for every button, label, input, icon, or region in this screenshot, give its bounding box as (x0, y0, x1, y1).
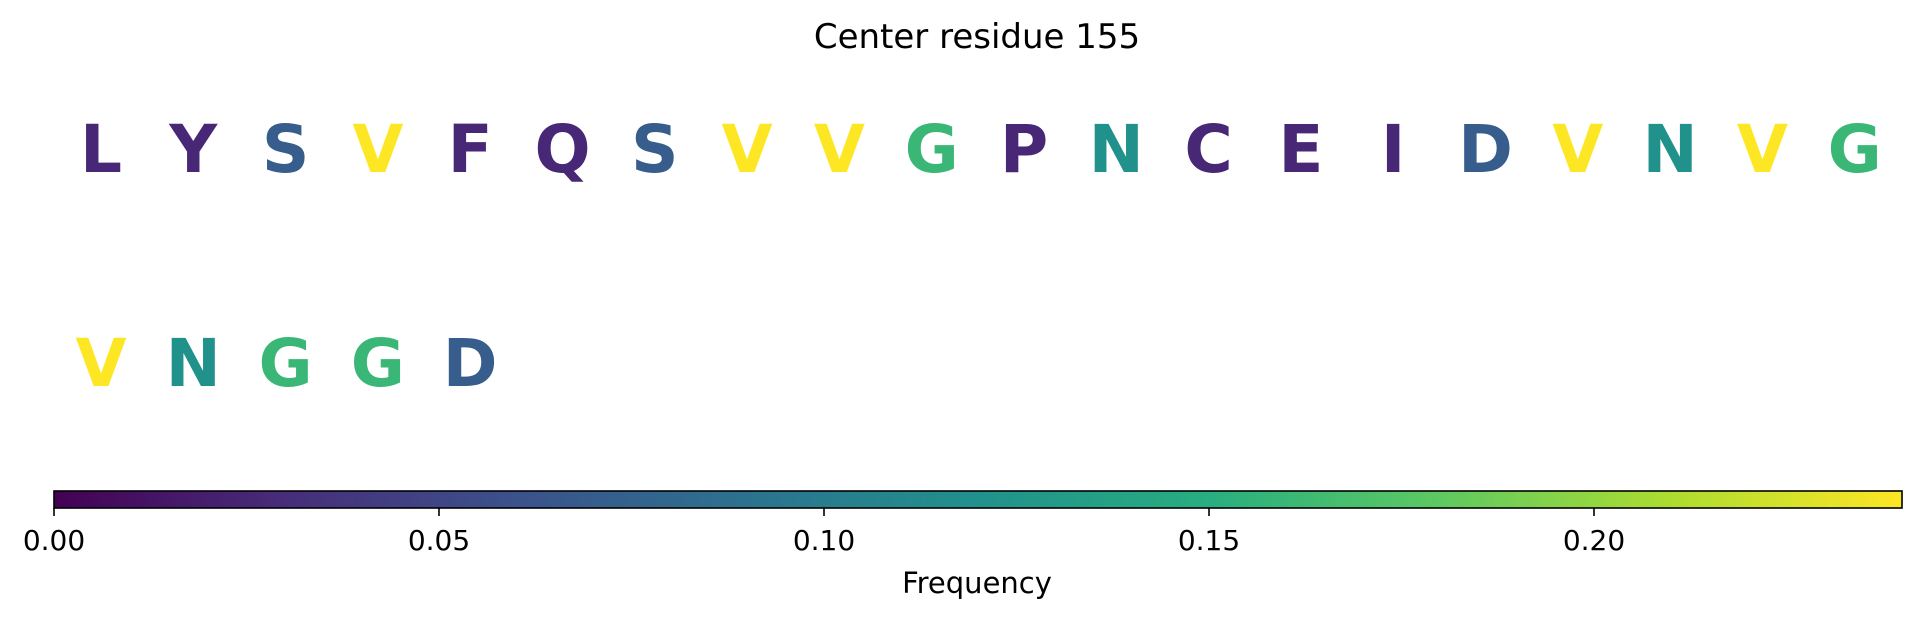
colorbar-ticks: 0.00 0.05 0.10 0.15 0.20 (23, 508, 1625, 557)
residue-letter: S (631, 111, 679, 188)
residue-letter: G (351, 325, 405, 402)
residue-letter: V (1737, 111, 1788, 188)
residue-sequence: L Y S V F Q S V V G P N C E I D V N V GV N G G D (75, 111, 1881, 402)
residue-letter: V (814, 111, 865, 188)
residue-letter: V (1552, 111, 1603, 188)
residue-letter: S (262, 111, 310, 188)
residue-letter: G (259, 325, 313, 402)
colorbar-tick-label: 0.05 (408, 524, 470, 557)
colorbar-label: Frequency (902, 566, 1052, 600)
residue-letter: E (1278, 111, 1323, 188)
colorbar-gradient (54, 491, 1902, 508)
residue-letter: D (443, 325, 498, 402)
colorbar-tick-label: 0.15 (1178, 524, 1240, 557)
colorbar: 0.00 0.05 0.10 0.15 0.20 Frequency (23, 490, 1903, 600)
residue-letter: Y (168, 111, 218, 188)
residue-letter: I (1381, 111, 1406, 188)
residue-letter: V (352, 111, 403, 188)
residue-letter: G (1828, 111, 1882, 188)
residue-letter: V (75, 325, 126, 402)
colorbar-frame (53, 490, 1903, 509)
residue-letter: D (1458, 111, 1513, 188)
residue-letter: V (722, 111, 773, 188)
residue-letter: C (1184, 111, 1232, 188)
residue-letter: G (905, 111, 959, 188)
colorbar-tick-label: 0.10 (793, 524, 855, 557)
chart-title: Center residue 155 (814, 17, 1140, 57)
residue-letter: F (448, 111, 493, 188)
residue-letter: N (1642, 111, 1697, 188)
residue-letter: N (166, 325, 221, 402)
residue-letter: L (80, 111, 122, 188)
colorbar-tick-label: 0.00 (23, 524, 85, 557)
colorbar-tick-label: 0.20 (1563, 524, 1625, 557)
residue-letter: N (1089, 111, 1144, 188)
residue-letter: P (1000, 111, 1048, 188)
residue-letter: Q (534, 111, 590, 188)
